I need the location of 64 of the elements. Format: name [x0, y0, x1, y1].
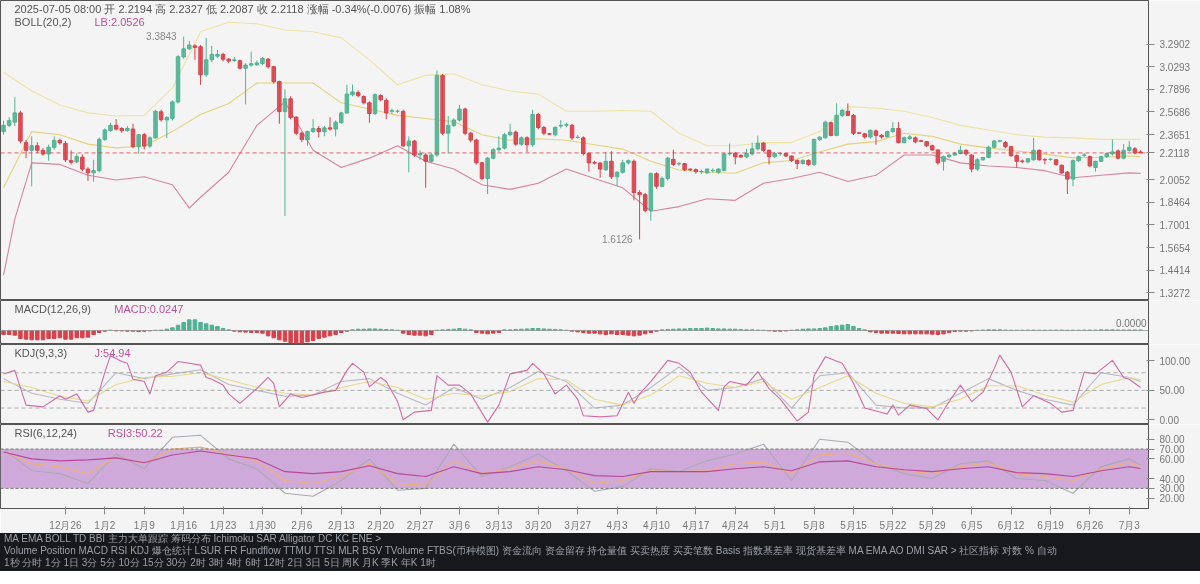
- text: Volume Position MACD RSI KDJ 爆仓统计 LSUR FR Fundflow TTMU TTSI MLR BSV TVolume FTBS(币种模图) 资金流向 资金留存 持仓量值 买卖热度 买卖笔数 Basis 指数基差率 现货基差率 MA EMA AO DMI SAR > 社区指标 对数 % 自动: [4, 545, 1057, 557]
- chart-title: MACD(12,26,9): [14, 302, 91, 315]
- y-tick-label: 60.00: [1159, 453, 1185, 465]
- x-tick-label: 6月5: [961, 519, 983, 531]
- y-tick-label: 1.5654: [1159, 242, 1191, 254]
- y-tick-label: 100.00: [1159, 355, 1191, 367]
- x-tick-label: 1月2: [94, 519, 116, 531]
- annotation: RSI3:50.22: [107, 426, 163, 439]
- text: 1秒 分时 1分 1日 3分 5分 10分 15分 30分 2时 3时 4时 6时 12时 2日 3日 5日 周K 月K 季K 年K 1时: [4, 557, 437, 569]
- chart-title: KDJ(9,3,3): [14, 346, 68, 359]
- x-tick-label: 1月30: [249, 519, 277, 531]
- x-tick-label: 2月6: [291, 519, 313, 531]
- x-tick-label: 4月10: [643, 519, 671, 531]
- y-tick-label: 30.00: [1159, 483, 1185, 495]
- y-tick-label: 0.00: [1159, 414, 1180, 426]
- y-tick-label: 50.00: [1159, 385, 1185, 397]
- x-tick-label: 12月26: [49, 519, 83, 531]
- x-tick-label: 3月27: [564, 519, 592, 531]
- y-tick-label: 20.00: [1159, 493, 1185, 505]
- x-tick-label: 6月19: [1037, 519, 1065, 531]
- y-tick-label: 2.7896: [1159, 84, 1191, 96]
- y-tick-label: 70.00: [1159, 444, 1185, 456]
- annotation: 1.6126: [601, 234, 634, 246]
- x-tick-label: 4月3: [606, 519, 629, 531]
- y-tick-label: 1.3272: [1159, 287, 1191, 299]
- x-tick-label: 1月16: [170, 519, 198, 531]
- x-tick-label: 1月9: [133, 519, 156, 531]
- x-tick-label: 2月20: [367, 519, 395, 531]
- y-tick-label: 2.5686: [1159, 106, 1191, 118]
- x-tick-label: 6月26: [1076, 519, 1104, 531]
- y-tick-label: 3.0293: [1159, 61, 1191, 73]
- chart-title: RSI(6,12,24): [14, 426, 77, 439]
- x-tick-label: 3月13: [485, 519, 513, 531]
- ref-line-label: 0.0000: [1115, 317, 1147, 329]
- ref-line-label: 2.2118: [1159, 147, 1190, 159]
- y-tick-label: 1.4414: [1159, 265, 1191, 277]
- text: MA EMA BOLL TD BBI 主力大单跟踪 筹码分布 Ichimoku SAR Alligator DC KC ENE >: [4, 533, 383, 545]
- chart-title: 2025-07-05 08:00 开 2.2194 高 2.2327 低 2.2087 收 2.2118 涨幅 -0.34%(-0.0076) 振幅 1.08%: [14, 2, 471, 15]
- x-tick-label: 5月8: [803, 519, 826, 531]
- y-tick-label: 80.00: [1159, 434, 1185, 446]
- text: BOLL(20,2): [14, 15, 72, 28]
- x-tick-label: 7月3: [1118, 519, 1141, 531]
- y-tick-label: 2.3651: [1159, 129, 1191, 141]
- annotation: J:54.94: [94, 346, 131, 359]
- y-tick-label: 2.0052: [1159, 174, 1191, 186]
- y-tick-label: 3.2902: [1159, 39, 1191, 51]
- x-tick-label: 2月13: [327, 519, 356, 531]
- annotation: LB:2.0526: [94, 15, 145, 28]
- y-tick-label: 1.8464: [1159, 197, 1191, 209]
- x-tick-label: 1月23: [209, 519, 237, 531]
- x-tick-label: 2月27: [406, 519, 434, 531]
- annotation: 3.3843: [146, 31, 178, 43]
- text: MACD:0.0247: [114, 302, 184, 315]
- x-tick-label: 3月6: [448, 519, 471, 531]
- x-tick-label: 5月29: [918, 519, 947, 531]
- x-tick-label: 3月20: [524, 519, 553, 531]
- y-tick-label: 40.00: [1159, 473, 1185, 485]
- x-tick-label: 4月17: [682, 519, 710, 531]
- x-tick-label: 5月1: [764, 519, 786, 531]
- x-tick-label: 5月22: [879, 519, 907, 531]
- x-tick-label: 5月15: [840, 519, 868, 531]
- y-tick-label: 1.7001: [1159, 219, 1191, 231]
- x-tick-label: 6月12: [997, 519, 1025, 531]
- x-tick-label: 4月24: [721, 519, 750, 531]
